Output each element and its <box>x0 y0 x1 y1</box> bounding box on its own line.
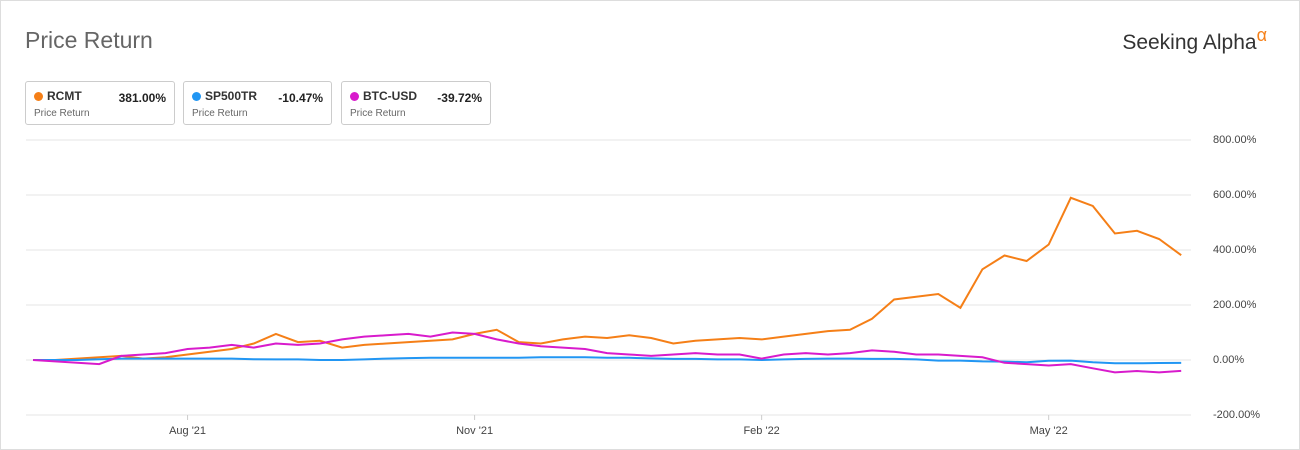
legend-subtitle: Price Return <box>350 108 406 119</box>
brand-name: Seeking Alpha <box>1122 31 1257 54</box>
line-series <box>32 331 1182 374</box>
legend-label: BTC-USD <box>363 89 417 103</box>
x-tick-label: Nov '21 <box>456 425 493 437</box>
x-tick-label: Feb '22 <box>743 425 779 437</box>
legend-row: BTC-USD <box>350 89 482 103</box>
y-tick-label: 200.00% <box>1213 299 1257 311</box>
legend-item: BTC-USD -39.72% Price Return <box>341 81 491 125</box>
y-tick-label: 600.00% <box>1213 189 1257 201</box>
legend-subtitle: Price Return <box>34 108 90 119</box>
y-tick-label: 0.00% <box>1213 354 1244 366</box>
brand: Seeking Alphaα <box>1122 25 1267 55</box>
legend-swatch <box>34 92 43 101</box>
line-series <box>33 356 1182 365</box>
legend-value: -10.47% <box>278 91 323 105</box>
y-tick-label: 400.00% <box>1213 244 1257 256</box>
legend-swatch <box>350 92 359 101</box>
y-tick-label: 800.00% <box>1213 134 1257 146</box>
legend-value: 381.00% <box>118 91 166 105</box>
legend-item: RCMT 381.00% Price Return <box>25 81 175 125</box>
legend-swatch <box>192 92 201 101</box>
chart-title: Price Return <box>25 27 153 53</box>
legend-item: SP500TR -10.47% Price Return <box>183 81 332 125</box>
legend-row: RCMT <box>34 89 166 103</box>
x-tick-label: May '22 <box>1030 425 1068 437</box>
line-series <box>33 196 1182 361</box>
legend-label: RCMT <box>47 89 82 103</box>
legend-label: SP500TR <box>205 89 258 103</box>
legend-value: -39.72% <box>437 91 482 105</box>
y-tick-label: -200.00% <box>1213 409 1260 421</box>
brand-mark: α <box>1256 25 1267 45</box>
x-tick-label: Aug '21 <box>169 425 206 437</box>
legend-row: SP500TR <box>192 89 323 103</box>
legend-subtitle: Price Return <box>192 108 248 119</box>
